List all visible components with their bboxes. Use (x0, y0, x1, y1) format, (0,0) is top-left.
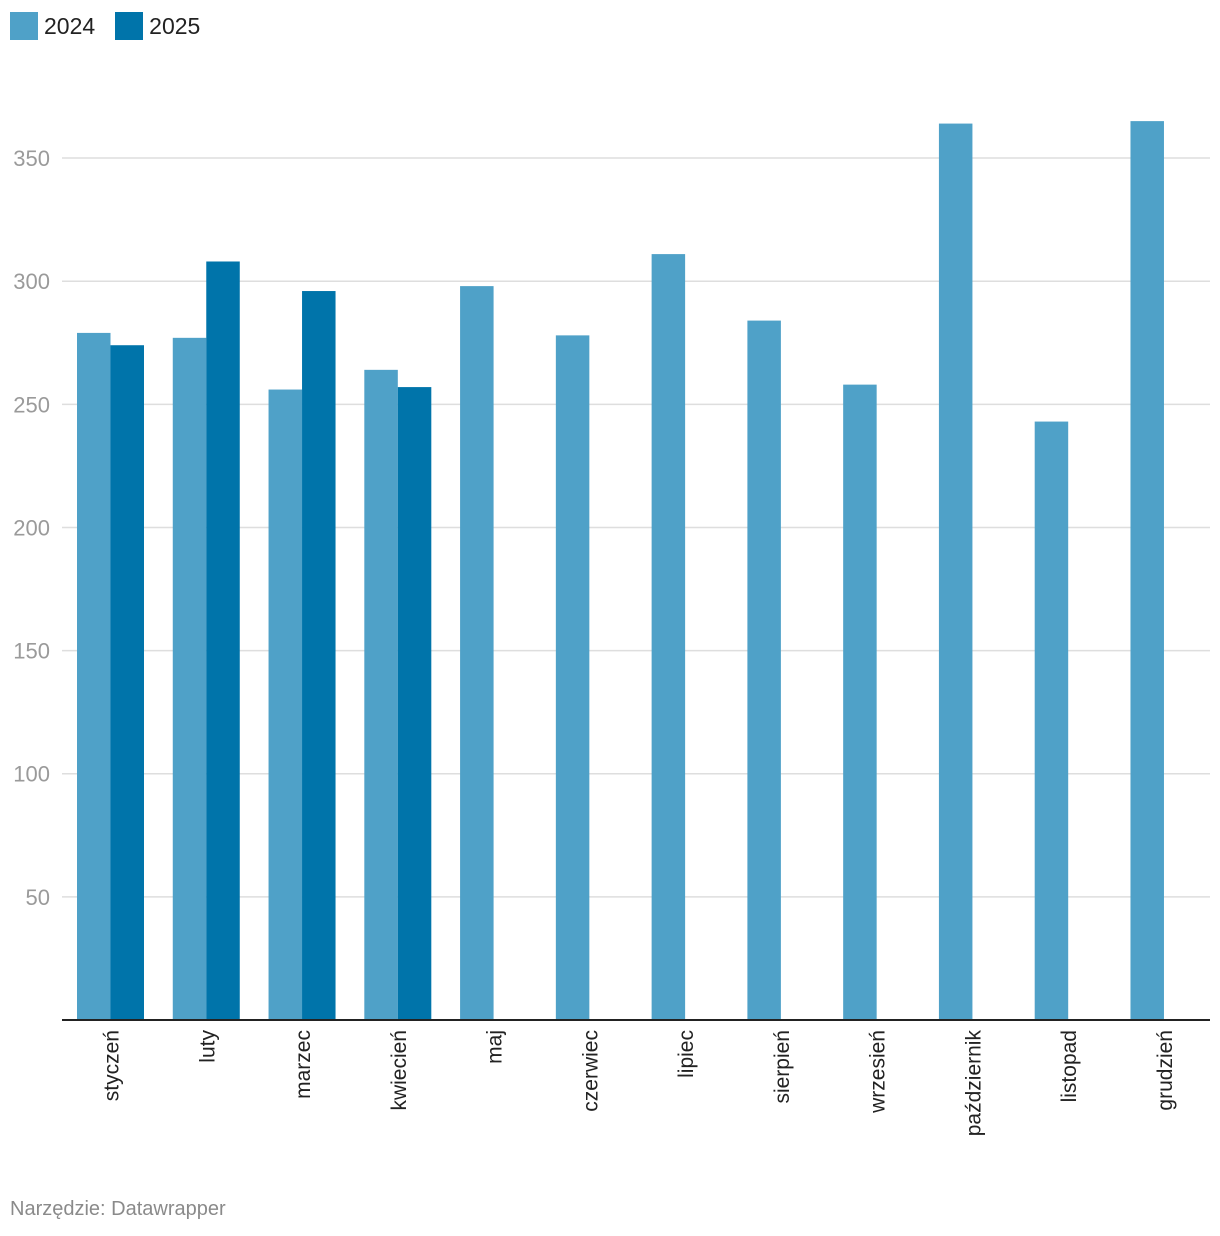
x-tick-label-1: luty (196, 1030, 219, 1063)
x-tick-label-9: październik (962, 1030, 985, 1137)
bar-2024-10 (1034, 421, 1069, 1020)
x-tick-label-10: listopad (1058, 1030, 1081, 1102)
y-tick-label-150: 150 (13, 639, 50, 664)
source-note: Narzędzie: Datawrapper (10, 1198, 226, 1220)
x-tick-label-0: styczeń (101, 1030, 124, 1101)
x-tick-label-5: czerwiec (579, 1030, 602, 1112)
bar-2024-4 (460, 286, 494, 1021)
legend-swatch-2025 (115, 12, 144, 40)
bar-2024-5 (555, 335, 590, 1020)
y-tick-label-200: 200 (13, 515, 50, 540)
y-tick-label-300: 300 (13, 269, 50, 294)
bar-2024-7 (747, 320, 781, 1020)
bar-2024-1 (172, 337, 207, 1020)
y-tick-label-100: 100 (13, 762, 50, 787)
legend-label-2024: 2024 (44, 12, 96, 39)
bar-2024-8 (843, 384, 877, 1020)
x-tick-label-4: maj (484, 1030, 507, 1064)
bar-2025-2 (302, 291, 336, 1021)
bar-2025-3 (397, 387, 432, 1021)
bar-2024-0 (77, 332, 111, 1020)
x-tick-label-6: lipiec (675, 1030, 698, 1078)
y-tick-label-50: 50 (26, 885, 50, 910)
y-tick-label-350: 350 (13, 146, 50, 171)
legend: 2024 2025 (10, 12, 200, 40)
legend-swatch-2024 (10, 12, 38, 40)
x-tick-label-8: wrzesień (867, 1030, 890, 1114)
legend-item-2024: 2024 (10, 12, 95, 40)
bar-2024-9 (938, 123, 973, 1020)
legend-item-2025: 2025 (115, 12, 200, 40)
legend-label-2025: 2025 (149, 12, 201, 39)
y-tick-label-250: 250 (13, 392, 50, 417)
bar-2025-1 (206, 261, 240, 1020)
x-tick-label-3: kwiecień (388, 1030, 411, 1111)
x-tick-label-2: marzec (292, 1030, 315, 1099)
bar-2024-2 (268, 389, 303, 1020)
x-tick-label-7: sierpień (771, 1030, 794, 1104)
bar-2024-11 (1130, 121, 1164, 1020)
bar-2024-6 (651, 254, 686, 1021)
bar-chart: 50 100 150 200 250 300 350 styczeń luty marzec kwi… (13, 121, 1210, 1137)
bar-2024-3 (364, 369, 398, 1021)
x-tick-label-11: grudzień (1154, 1030, 1177, 1111)
bar-2025-0 (110, 345, 144, 1020)
